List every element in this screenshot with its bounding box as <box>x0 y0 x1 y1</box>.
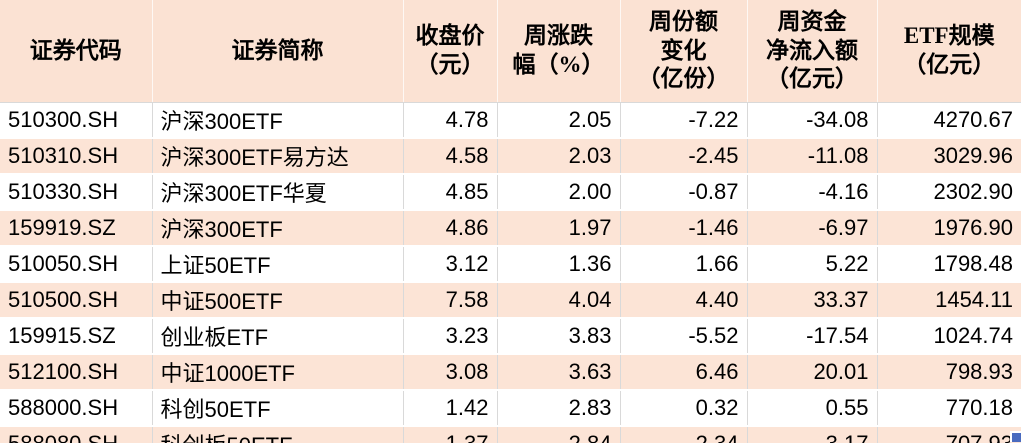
col-header-chg_pct: 周涨跌 幅（%） <box>497 0 621 103</box>
table-row: 588000.SH 科创50ETF 1.42 2.83 0.32 0.55 770.18 <box>0 390 1021 427</box>
table-row: 510500.SH 中证500ETF 7.58 4.04 4.40 33.37 1454.1… <box>0 282 1021 319</box>
col-header-etf_scale: ETF规模 （亿元） <box>877 0 1021 103</box>
cell-chg_pct: 2.00 <box>497 174 621 211</box>
cell-code: 510330.SH <box>0 174 153 211</box>
header-row: 证券代码 证券简称 收盘价 （元） 周涨跌 幅（%） 周份额 变化 （亿份） 周资金 净流… <box>0 0 1021 103</box>
cell-etf_scale: 4270.67 <box>877 102 1021 139</box>
cell-share_chg: -5.52 <box>620 318 748 355</box>
cell-code: 588000.SH <box>0 390 153 427</box>
cell-share_chg: -7.22 <box>620 102 748 139</box>
cell-close: 4.85 <box>403 174 498 211</box>
cell-name: 上证50ETF <box>152 246 404 283</box>
col-header-name: 证券简称 <box>152 0 404 103</box>
cell-name: 科创板50ETF <box>152 426 404 443</box>
cell-etf_scale: 798.93 <box>877 354 1021 391</box>
cell-share_chg: -2.34 <box>620 426 748 443</box>
cell-share_chg: 4.40 <box>620 282 748 319</box>
cell-name: 创业板ETF <box>152 318 404 355</box>
cell-chg_pct: 2.84 <box>497 426 621 443</box>
table-row: 159915.SZ 创业板ETF 3.23 3.83 -5.52 -17.54 1024.7… <box>0 318 1021 355</box>
table-row: 510310.SH 沪深300ETF易方达 4.58 2.03 -2.45 -11.08 3… <box>0 138 1021 175</box>
cell-etf_scale: 1798.48 <box>877 246 1021 283</box>
cell-net_inflow: -6.97 <box>747 210 878 247</box>
cell-chg_pct: 2.83 <box>497 390 621 427</box>
cell-share_chg: 6.46 <box>620 354 748 391</box>
col-header-net_inflow: 周资金 净流入额 （亿元） <box>747 0 878 103</box>
col-header-share_chg: 周份额 变化 （亿份） <box>620 0 748 103</box>
table-header: 证券代码 证券简称 收盘价 （元） 周涨跌 幅（%） 周份额 变化 （亿份） 周资金 净流… <box>0 0 1021 103</box>
cell-net_inflow: -34.08 <box>747 102 878 139</box>
cell-chg_pct: 4.04 <box>497 282 621 319</box>
table-row: 588080.SH科创板50ETF1.372.84-2.34-3.17707.9… <box>0 426 1021 443</box>
cell-code: 510500.SH <box>0 282 153 319</box>
cell-code: 510300.SH <box>0 102 153 139</box>
cell-etf_scale: 1024.74 <box>877 318 1021 355</box>
table-row: 512100.SH 中证1000ETF 3.08 3.63 6.46 20.01 798.9… <box>0 354 1021 391</box>
cell-net_inflow: -3.17 <box>747 426 878 443</box>
cell-chg_pct: 1.97 <box>497 210 621 247</box>
cell-share_chg: -1.46 <box>620 210 748 247</box>
cell-etf_scale: 770.18 <box>877 390 1021 427</box>
table-row: 510300.SH 沪深300ETF 4.78 2.05 -7.22 -34.08 4270… <box>0 102 1021 139</box>
cell-chg_pct: 1.36 <box>497 246 621 283</box>
cell-close: 4.78 <box>403 102 498 139</box>
cell-etf_scale: 1976.90 <box>877 210 1021 247</box>
cell-close: 3.08 <box>403 354 498 391</box>
cell-code: 510310.SH <box>0 138 153 175</box>
cell-etf_scale: 3029.96 <box>877 138 1021 175</box>
cell-net_inflow: 5.22 <box>747 246 878 283</box>
cell-code: 159919.SZ <box>0 210 153 247</box>
cell-code: 510050.SH <box>0 246 153 283</box>
cell-close: 7.58 <box>403 282 498 319</box>
table-body: 510300.SH 沪深300ETF 4.78 2.05 -7.22 -34.08 4270… <box>0 102 1021 443</box>
cell-close: 4.58 <box>403 138 498 175</box>
cell-net_inflow: -17.54 <box>747 318 878 355</box>
cell-close: 3.12 <box>403 246 498 283</box>
cell-name: 沪深300ETF <box>152 210 404 247</box>
cell-code: 512100.SH <box>0 354 153 391</box>
cell-close: 3.23 <box>403 318 498 355</box>
cell-close: 4.86 <box>403 210 498 247</box>
cell-close: 1.37 <box>403 426 498 443</box>
table-row: 159919.SZ 沪深300ETF 4.86 1.97 -1.46 -6.97 1976.… <box>0 210 1021 247</box>
cell-etf_scale: 2302.90 <box>877 174 1021 211</box>
cell-chg_pct: 2.05 <box>497 102 621 139</box>
cell-net_inflow: -11.08 <box>747 138 878 175</box>
cell-etf_scale: 707.93 <box>877 426 1021 443</box>
cell-net_inflow: 20.01 <box>747 354 878 391</box>
cell-chg_pct: 2.03 <box>497 138 621 175</box>
cell-share_chg: -2.45 <box>620 138 748 175</box>
cell-name: 沪深300ETF <box>152 102 404 139</box>
col-header-close: 收盘价 （元） <box>403 0 498 103</box>
cell-name: 中证500ETF <box>152 282 404 319</box>
cell-code: 159915.SZ <box>0 318 153 355</box>
cell-net_inflow: 0.55 <box>747 390 878 427</box>
cell-chg_pct: 3.83 <box>497 318 621 355</box>
cell-share_chg: 1.66 <box>620 246 748 283</box>
cell-net_inflow: 33.37 <box>747 282 878 319</box>
cell-name: 沪深300ETF易方达 <box>152 138 404 175</box>
table-row: 510330.SH 沪深300ETF华夏 4.85 2.00 -0.87 -4.16 230… <box>0 174 1021 211</box>
cell-share_chg: -0.87 <box>620 174 748 211</box>
selection-fill-handle[interactable] <box>1010 431 1021 442</box>
cell-name: 中证1000ETF <box>152 354 404 391</box>
cell-close: 1.42 <box>403 390 498 427</box>
cell-share_chg: 0.32 <box>620 390 748 427</box>
cell-code: 588080.SH <box>0 426 153 443</box>
cell-net_inflow: -4.16 <box>747 174 878 211</box>
cell-chg_pct: 3.63 <box>497 354 621 391</box>
cell-name: 沪深300ETF华夏 <box>152 174 404 211</box>
cell-etf_scale: 1454.11 <box>877 282 1021 319</box>
table-row: 510050.SH 上证50ETF 3.12 1.36 1.66 5.22 1798.48 <box>0 246 1021 283</box>
col-header-code: 证券代码 <box>0 0 153 103</box>
cell-name: 科创50ETF <box>152 390 404 427</box>
